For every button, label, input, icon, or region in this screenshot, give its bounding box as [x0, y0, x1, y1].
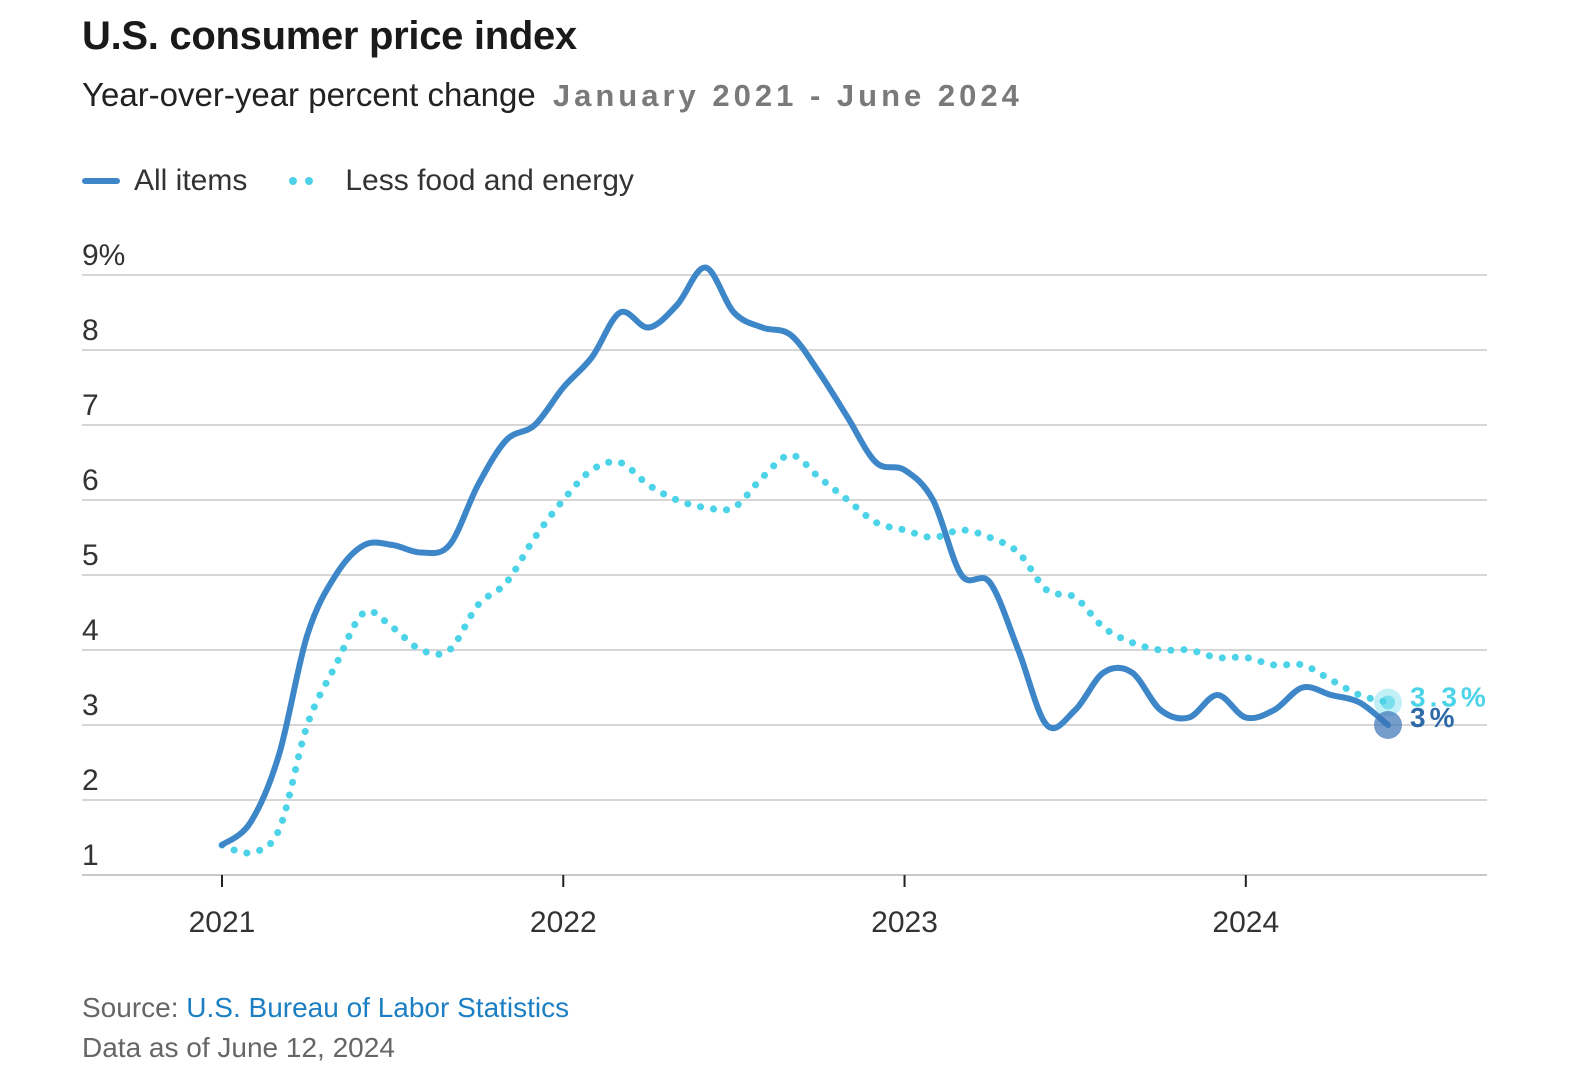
legend-swatch-dotted	[289, 177, 321, 185]
y-tick-label: 5	[82, 539, 99, 572]
legend-item-less-food-energy: Less food and energy	[289, 164, 634, 198]
legend-item-all-items: All items	[82, 164, 247, 198]
end-marker-less-food-energy-core	[1381, 695, 1395, 710]
y-tick-label: 7	[82, 389, 99, 422]
legend: All items Less food and energy	[82, 164, 676, 198]
source-prefix: Source:	[82, 992, 179, 1023]
chart-title: U.S. consumer price index	[82, 14, 577, 58]
x-tick-label: 2023	[871, 906, 938, 939]
source-line: Source: U.S. Bureau of Labor Statistics	[82, 992, 569, 1024]
date-range: January 2021 - June 2024	[552, 78, 1023, 113]
x-tick-label: 2024	[1212, 906, 1279, 939]
legend-label-all-items: All items	[134, 164, 248, 197]
source-link[interactable]: U.S. Bureau of Labor Statistics	[186, 992, 570, 1023]
y-tick-label: 9%	[82, 239, 125, 272]
end-label-less-food-energy: 3.3%	[1410, 682, 1490, 713]
line-chart: 1 2 3 4 5 6 7 8 9% 2021 2022 2023 2024 3.3%3%	[82, 239, 1490, 939]
series-line-less-food-energy	[218, 451, 1392, 857]
x-tick-label: 2021	[189, 906, 256, 939]
y-tick-label: 1	[82, 839, 99, 872]
data-as-of: Data as of June 12, 2024	[82, 1032, 395, 1063]
subtitle-text: Year-over-year percent change	[82, 76, 536, 113]
y-tick-label: 8	[82, 314, 99, 347]
end-marker-all-items	[1374, 711, 1402, 739]
legend-swatch-solid	[82, 178, 120, 184]
y-tick-label: 4	[82, 614, 99, 647]
chart-subtitle: Year-over-year percent change January 20…	[82, 76, 1023, 114]
end-label-all-items: 3%	[1410, 702, 1458, 733]
legend-label-less-food-energy: Less food and energy	[345, 164, 634, 197]
y-tick-label: 2	[82, 764, 99, 797]
series-line-all-items	[219, 264, 1391, 848]
x-tick-label: 2022	[530, 906, 597, 939]
y-tick-label: 6	[82, 464, 99, 497]
y-tick-label: 3	[82, 689, 99, 722]
